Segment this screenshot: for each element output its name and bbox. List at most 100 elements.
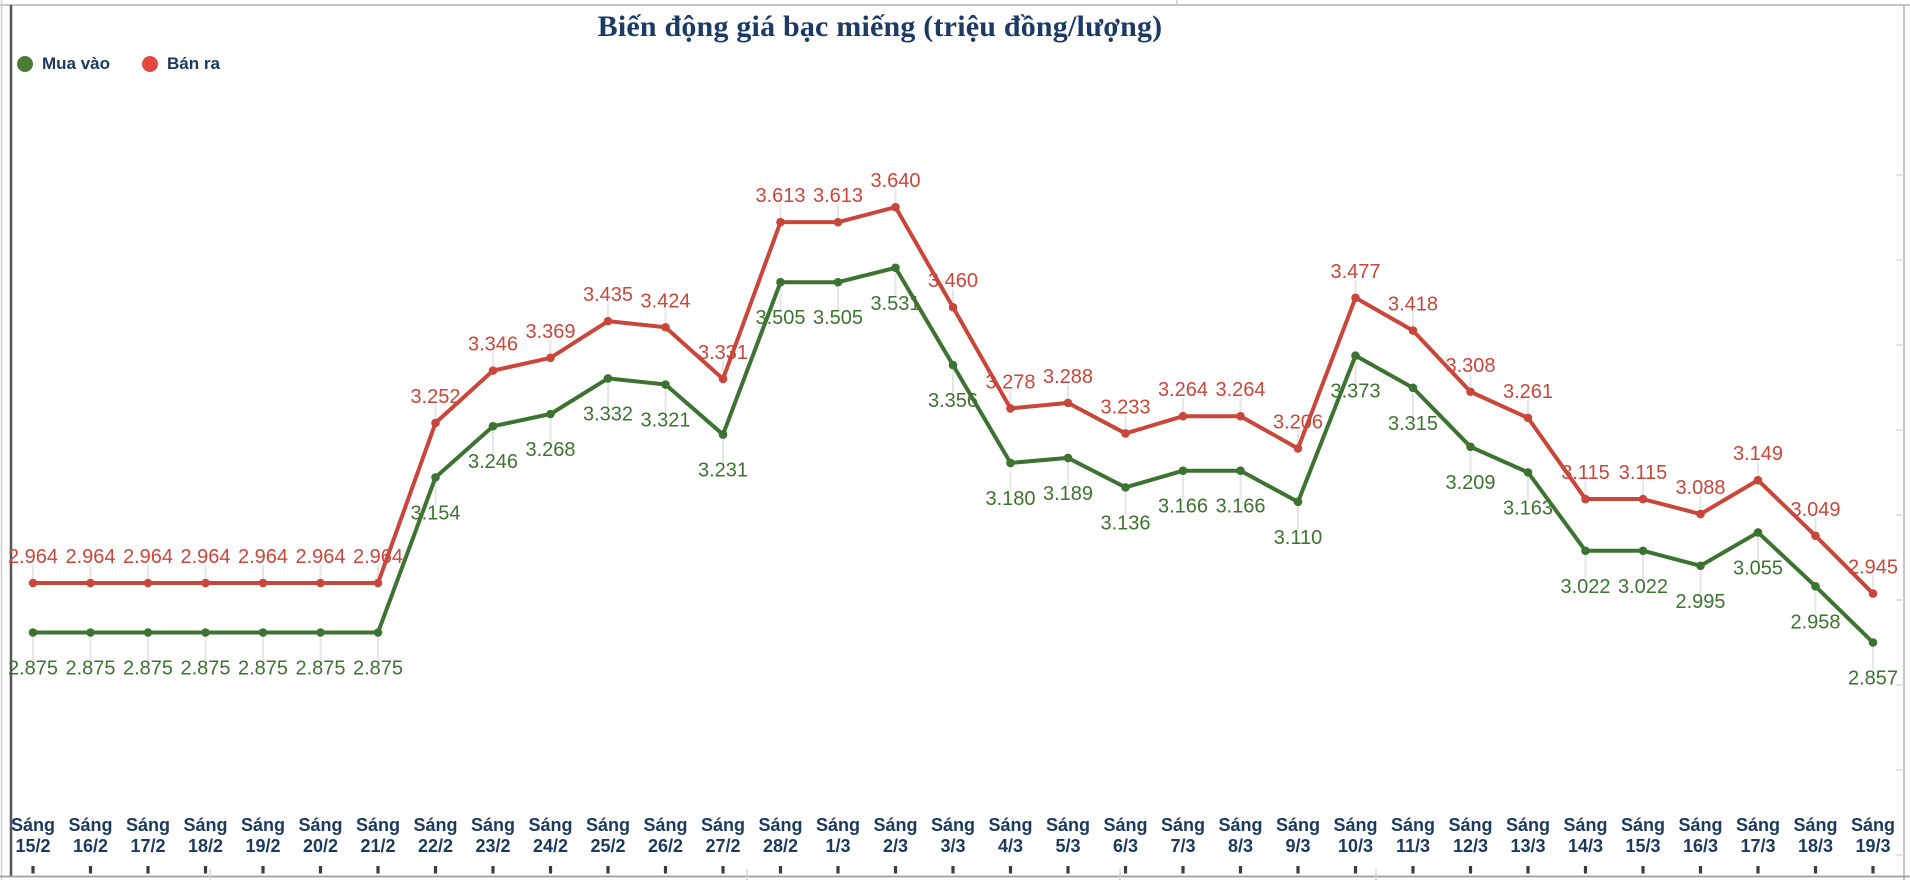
data-point-mua-vao bbox=[1753, 528, 1763, 537]
data-point-ban-ra bbox=[316, 578, 325, 588]
value-label-mua-vao: 3.332 bbox=[583, 403, 633, 425]
legend-dot-red-icon bbox=[142, 56, 159, 72]
value-label-mua-vao: 3.209 bbox=[1445, 472, 1495, 494]
data-point-ban-ra bbox=[1236, 411, 1245, 421]
data-point-mua-vao bbox=[1868, 638, 1878, 647]
x-axis-label: Sáng 6/3 bbox=[1103, 815, 1147, 856]
x-tick bbox=[1468, 866, 1473, 874]
value-label-ban-ra: 3.613 bbox=[755, 185, 805, 207]
x-axis-label: Sáng 23/2 bbox=[471, 815, 515, 856]
value-label-mua-vao: 2.958 bbox=[1790, 611, 1840, 633]
data-point-ban-ra bbox=[1581, 494, 1590, 504]
x-axis-label: Sáng 16/3 bbox=[1678, 815, 1722, 856]
x-tick bbox=[1641, 866, 1645, 874]
x-axis-label: Sáng 5/3 bbox=[1046, 815, 1090, 856]
value-label-ban-ra: 2.945 bbox=[1848, 557, 1898, 579]
data-point-ban-ra bbox=[1063, 398, 1073, 408]
value-label-mua-vao: 2.995 bbox=[1675, 591, 1725, 613]
value-label-mua-vao: 3.180 bbox=[985, 488, 1035, 510]
x-axis-label: Sáng 19/3 bbox=[1851, 815, 1895, 856]
data-point-mua-vao bbox=[86, 628, 95, 637]
data-point-ban-ra bbox=[661, 322, 670, 332]
legend-item-ban-ra[interactable]: Bán ra bbox=[142, 54, 220, 74]
data-point-ban-ra bbox=[1006, 404, 1015, 413]
value-label-ban-ra: 3.206 bbox=[1273, 411, 1323, 433]
data-point-mua-vao bbox=[718, 430, 728, 439]
value-label-ban-ra: 3.640 bbox=[870, 170, 920, 192]
value-label-ban-ra: 3.115 bbox=[1619, 462, 1668, 484]
x-tick bbox=[1238, 866, 1243, 874]
data-point-mua-vao bbox=[776, 277, 785, 287]
data-point-ban-ra bbox=[776, 217, 785, 227]
data-point-ban-ra bbox=[373, 578, 383, 588]
x-axis-label: Sáng 7/3 bbox=[1161, 815, 1205, 856]
x-tick bbox=[1526, 866, 1530, 874]
data-point-mua-vao bbox=[1466, 442, 1475, 452]
value-label-mua-vao: 3.166 bbox=[1158, 496, 1208, 518]
value-label-ban-ra: 2.964 bbox=[8, 546, 58, 568]
x-axis-label: Sáng 8/3 bbox=[1218, 815, 1262, 856]
x-axis-label: Sáng 13/3 bbox=[1506, 815, 1550, 856]
data-point-ban-ra bbox=[603, 316, 613, 326]
value-label-ban-ra: 3.115 bbox=[1561, 462, 1610, 484]
value-label-mua-vao: 3.531 bbox=[870, 293, 920, 315]
data-point-ban-ra bbox=[546, 353, 555, 363]
value-label-ban-ra: 2.964 bbox=[123, 546, 173, 568]
x-tick bbox=[433, 866, 438, 874]
data-point-mua-vao bbox=[1121, 483, 1130, 492]
data-point-mua-vao bbox=[316, 628, 325, 637]
legend-item-mua-vao[interactable]: Mua vào bbox=[17, 54, 110, 74]
x-axis-label: Sáng 18/2 bbox=[183, 815, 227, 856]
data-point-ban-ra bbox=[258, 578, 268, 588]
value-label-ban-ra: 3.149 bbox=[1733, 443, 1783, 465]
value-label-mua-vao: 3.315 bbox=[1388, 413, 1438, 435]
value-label-ban-ra: 3.288 bbox=[1043, 366, 1093, 388]
data-point-ban-ra bbox=[1811, 531, 1820, 541]
data-point-mua-vao bbox=[661, 380, 670, 389]
x-axis-label: Sáng 15/3 bbox=[1621, 815, 1665, 856]
value-label-mua-vao: 3.321 bbox=[640, 410, 690, 432]
data-point-ban-ra bbox=[1868, 589, 1878, 598]
x-tick bbox=[88, 866, 93, 874]
x-tick bbox=[663, 866, 668, 874]
value-label-mua-vao: 3.373 bbox=[1330, 381, 1380, 403]
value-label-mua-vao: 2.875 bbox=[295, 658, 345, 680]
data-point-mua-vao bbox=[1638, 546, 1648, 556]
x-axis-label: Sáng 22/2 bbox=[413, 815, 457, 856]
x-tick bbox=[836, 866, 840, 874]
data-point-mua-vao bbox=[546, 409, 555, 419]
value-label-ban-ra: 2.964 bbox=[295, 546, 345, 568]
data-point-ban-ra bbox=[718, 374, 728, 384]
data-point-mua-vao bbox=[603, 374, 613, 383]
x-axis-label: Sáng 17/3 bbox=[1736, 815, 1780, 856]
data-point-ban-ra bbox=[948, 302, 958, 312]
x-tick bbox=[1123, 866, 1128, 874]
value-label-mua-vao: 3.163 bbox=[1503, 497, 1553, 519]
data-point-mua-vao bbox=[891, 263, 900, 273]
x-axis-label: Sáng 4/3 bbox=[988, 815, 1032, 856]
x-tick bbox=[318, 866, 323, 874]
value-label-mua-vao: 3.231 bbox=[698, 460, 748, 482]
data-point-mua-vao bbox=[28, 628, 38, 637]
value-label-mua-vao: 2.875 bbox=[353, 658, 403, 680]
data-point-mua-vao bbox=[1006, 458, 1015, 468]
x-axis-label: Sáng 15/2 bbox=[11, 815, 55, 856]
value-label-ban-ra: 3.261 bbox=[1503, 381, 1553, 403]
chart-title: Biến động giá bạc miếng (triệu đồng/lượn… bbox=[597, 10, 1163, 43]
data-point-mua-vao bbox=[1178, 466, 1188, 476]
value-label-ban-ra: 3.346 bbox=[468, 334, 518, 356]
data-point-ban-ra bbox=[143, 578, 153, 588]
value-label-ban-ra: 3.233 bbox=[1100, 396, 1150, 418]
value-label-mua-vao: 3.268 bbox=[525, 439, 575, 461]
x-axis-label: Sáng 28/2 bbox=[758, 815, 802, 856]
x-tick bbox=[1756, 866, 1760, 874]
data-point-ban-ra bbox=[1408, 326, 1418, 335]
value-label-ban-ra: 3.460 bbox=[928, 270, 978, 292]
value-label-ban-ra: 3.369 bbox=[525, 321, 575, 343]
value-label-ban-ra: 3.264 bbox=[1158, 379, 1208, 401]
value-label-mua-vao: 3.022 bbox=[1560, 576, 1610, 598]
value-label-ban-ra: 3.252 bbox=[410, 386, 460, 408]
value-label-ban-ra: 3.331 bbox=[698, 342, 748, 364]
x-tick bbox=[491, 866, 495, 874]
